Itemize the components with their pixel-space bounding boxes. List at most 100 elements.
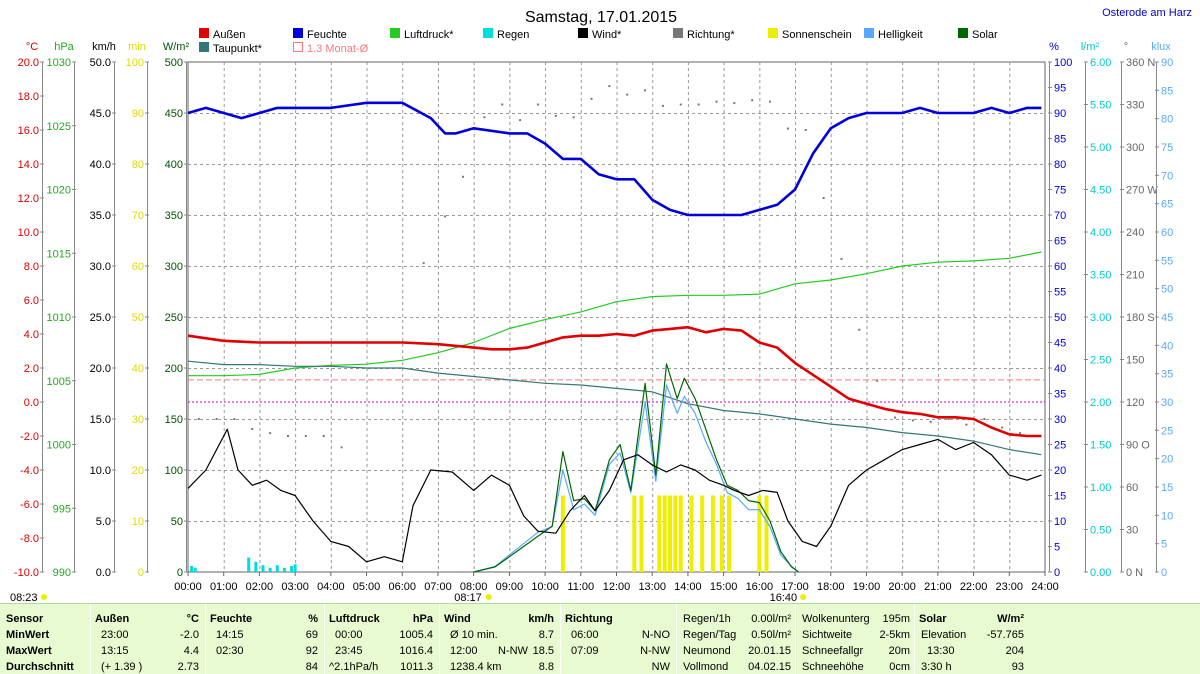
legend-label: Solar [972, 29, 998, 41]
left-axis-label: 350 [165, 210, 183, 222]
left-axis-label: 70 [132, 210, 144, 222]
right-axis-label: 55 [1054, 287, 1066, 299]
direction-dot [444, 215, 447, 218]
left-axis-label: 500 [165, 57, 183, 69]
sunshine-bar [710, 495, 715, 572]
stats-sensor-column: Sensor MinWert MaxWert Durchschnitt [0, 604, 91, 674]
right-axis-label: 30 [1126, 525, 1138, 537]
stats-wind-column: Wind km/h Ø 10 min. 8.7 12:00 N-NW 18.5 … [440, 604, 561, 674]
right-axis-label: 4.50 [1090, 185, 1111, 197]
x-axis-label: 05:00 [353, 581, 381, 593]
direction-dot [661, 104, 664, 107]
right-axis-unit: ° [1124, 41, 1128, 53]
stats-luftdruck-max-value: 1016.4 [399, 645, 433, 657]
legend-swatch [673, 28, 683, 38]
left-axis-label: 10 [132, 516, 144, 528]
direction-dot [422, 262, 425, 265]
left-axis-label: 450 [165, 108, 183, 120]
legend-swatch [390, 28, 400, 38]
stats-solar-sunhours: 3:30 h [921, 661, 952, 673]
right-axis-label: 5.50 [1090, 100, 1111, 112]
direction-dot [840, 257, 843, 260]
right-axis-label: 30 [1054, 414, 1066, 426]
right-axis-label: 360 N [1126, 57, 1155, 69]
x-axis-label: 15:00 [710, 581, 738, 593]
rain-bar [268, 567, 272, 572]
left-axis-label: 995 [53, 503, 71, 515]
left-axis-label: 250 [165, 312, 183, 324]
left-axis-unit: hPa [54, 41, 74, 53]
stats-luftdruck-trend: ^2.1hPa/h [329, 661, 379, 673]
left-axis-label: 0 [138, 567, 144, 579]
right-axis-label: 120 [1126, 397, 1144, 409]
right-axis-label: 2.50 [1090, 355, 1111, 367]
x-axis-label: 13:00 [638, 581, 666, 593]
left-axis-label: 30.0 [90, 261, 111, 273]
right-axis-label: 0 [1054, 567, 1060, 579]
right-axis-label: 15 [1054, 491, 1066, 503]
stats-solar-unit: W/m² [997, 613, 1024, 625]
direction-dot [554, 114, 557, 117]
stats-vollmond-label: Vollmond [683, 661, 729, 673]
right-axis-label: 150 [1126, 355, 1144, 367]
right-axis-label: 75 [1161, 142, 1173, 154]
stats-elevation-value: -57.765 [986, 629, 1024, 641]
stats-feuchte-header: Feuchte [210, 613, 253, 625]
direction-dot [340, 446, 343, 449]
x-axis-label: 21:00 [924, 581, 952, 593]
right-axis-label: 45 [1161, 312, 1173, 324]
stats-sensor-header: Sensor [6, 613, 44, 625]
x-axis-label: 14:00 [674, 581, 702, 593]
left-axis-label: 20 [132, 465, 144, 477]
stats-neumond-value: 20.01.15 [748, 645, 791, 657]
x-axis-label: 03:00 [281, 581, 309, 593]
legend-label: Helligkeit [878, 29, 923, 41]
sunrise-icon [485, 594, 492, 600]
x-axis-label: 01:00 [210, 581, 238, 593]
right-axis-label: 35 [1054, 389, 1066, 401]
stats-wind-avg-value: 8.8 [538, 661, 554, 673]
stats-regen-tag-value: 0.50l/m² [751, 629, 791, 641]
right-axis-label: 15 [1161, 482, 1173, 494]
stats-schneehoehe-value: 0cm [889, 661, 910, 673]
left-axis-label: 990 [53, 567, 71, 579]
left-axis-label: 8.0 [24, 261, 39, 273]
stats-wind-max-value: 18.5 [532, 645, 554, 657]
direction-dot [786, 127, 789, 130]
right-axis-label: 0.00 [1090, 567, 1111, 579]
left-axis-unit: km/h [92, 41, 116, 53]
right-axis-label: 60 [1161, 227, 1173, 239]
direction-dot [519, 119, 522, 122]
x-axis-label: 00:00 [174, 581, 202, 593]
right-axis-label: 25 [1161, 425, 1173, 437]
sunshine-bar [668, 495, 673, 572]
direction-dot [911, 419, 914, 422]
legend-label: Sonnenschein [782, 29, 852, 41]
left-axis-unit: W/m² [163, 41, 190, 53]
direction-dot [697, 103, 700, 106]
right-axis-label: 0.50 [1090, 525, 1111, 537]
direction-dot [947, 418, 950, 420]
x-axis-label: 20:00 [888, 581, 916, 593]
right-axis-label: 2.00 [1090, 397, 1111, 409]
legend-swatch [293, 42, 303, 52]
left-axis-label: 25.0 [90, 312, 111, 324]
right-axis-label: 1.50 [1090, 440, 1111, 452]
left-axis-label: 16.0 [18, 125, 39, 137]
right-axis-label: 25 [1054, 440, 1066, 452]
legend-swatch [578, 28, 588, 38]
left-axis-label: 100 [165, 465, 183, 477]
right-axis-label: 65 [1161, 199, 1173, 211]
rain-bar [290, 566, 294, 572]
sunshine-bar [689, 495, 694, 572]
dewpoint-line [187, 360, 1042, 456]
sunshine-bar [673, 495, 678, 572]
left-axis-label: 50 [171, 516, 183, 528]
left-axis-label: 20.0 [90, 363, 111, 375]
stats-feuchte-max-time: 02:30 [216, 645, 244, 657]
legend-label: Wind* [592, 29, 622, 41]
left-axis-label: 1030 [47, 57, 71, 69]
sun-markers: 08:17 16:40 08:23 [10, 592, 807, 603]
stats-schneefall-label: Schneefallgr [802, 645, 864, 657]
stats-neumond-label: Neumond [683, 645, 731, 657]
